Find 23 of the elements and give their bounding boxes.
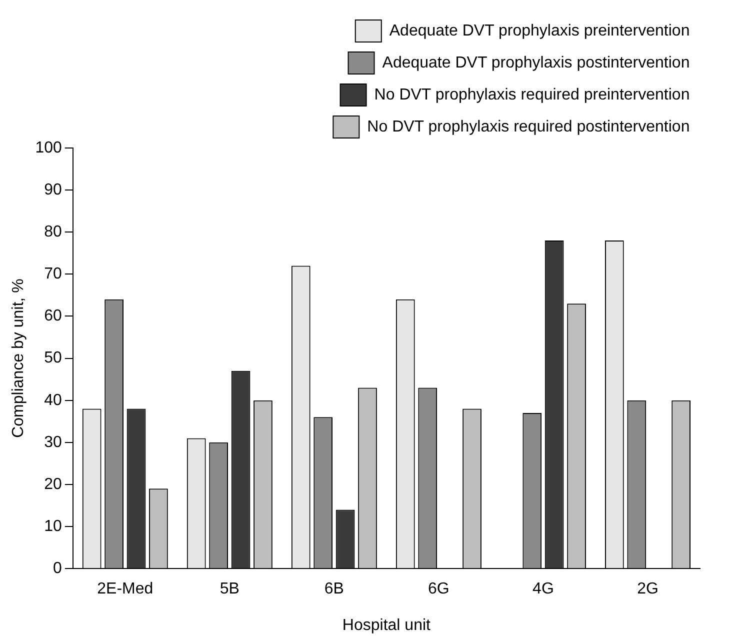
legend-label: No DVT prophylaxis required preintervention (374, 86, 690, 104)
y-tick-label: 90 (44, 181, 62, 198)
y-tick-label: 50 (44, 350, 62, 367)
legend-label: No DVT prophylaxis required postintervention (367, 118, 690, 136)
y-tick-label: 60 (44, 308, 62, 325)
y-tick-label: 10 (44, 518, 62, 535)
y-tick-label: 40 (44, 392, 62, 409)
y-tick-label: 20 (44, 476, 62, 493)
y-tick-label: 100 (35, 139, 62, 156)
y-axis-title: Compliance by unit, % (10, 278, 28, 438)
y-tick-label: 0 (52, 560, 62, 578)
x-tick-label: 4G (532, 580, 554, 598)
legend-label: Adequate DVT prophylaxis postintervention (382, 54, 690, 72)
x-tick-label: 2E-Med (97, 580, 154, 598)
y-tick-label: 80 (44, 224, 62, 241)
x-tick-label: 5B (220, 580, 240, 598)
x-tick-label: 6G (428, 580, 450, 598)
legend-label: Adequate DVT prophylaxis preintervention (389, 22, 690, 40)
y-tick-label: 30 (44, 434, 62, 451)
x-tick-label: 6B (324, 580, 344, 598)
x-tick-label: 2G (637, 580, 658, 598)
x-axis-title: Hospital unit (342, 616, 432, 634)
y-tick-label: 70 (44, 266, 62, 283)
